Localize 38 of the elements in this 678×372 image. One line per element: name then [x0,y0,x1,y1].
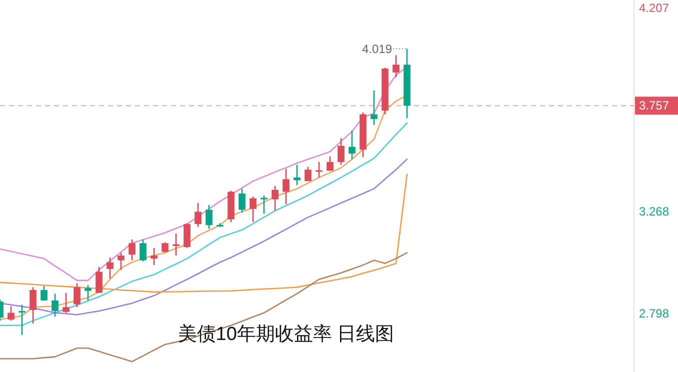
candlestick [128,238,136,261]
candlestick [348,130,356,160]
candlestick [62,292,70,314]
y-tick-label: 4.207 [639,1,670,16]
candlestick [150,247,158,266]
candlestick [338,138,344,166]
ref-line-label: 3.757 [639,98,670,113]
candlestick [272,185,278,212]
candlestick [8,306,14,322]
candlestick [84,284,92,302]
candlestick [30,286,36,324]
candlestick [172,232,180,256]
y-tick-label: 2.798 [639,306,670,321]
candlestick [194,202,202,228]
candlestick [96,266,102,294]
candlestick [260,194,268,214]
candlestick [18,304,26,336]
candlestick [74,282,80,308]
line-series [0,252,408,362]
candlestick [392,54,400,78]
candlestick [294,164,300,186]
candlestick [304,166,312,182]
candlestick [140,238,146,262]
candlestick [52,293,58,318]
y-tick-label: 3.268 [639,204,670,219]
candlestick [162,242,168,254]
candlestick [206,204,212,230]
candlestick [316,161,322,178]
candlestick [250,196,256,223]
candlestick [118,252,124,270]
candlestick [40,285,48,302]
candlestick [370,90,378,126]
candlestick [238,188,246,214]
candlestick [282,168,290,205]
candlestick [184,222,190,249]
candlestick [326,156,334,172]
annotation: 4.019 [362,42,392,56]
candlestick [106,256,114,280]
